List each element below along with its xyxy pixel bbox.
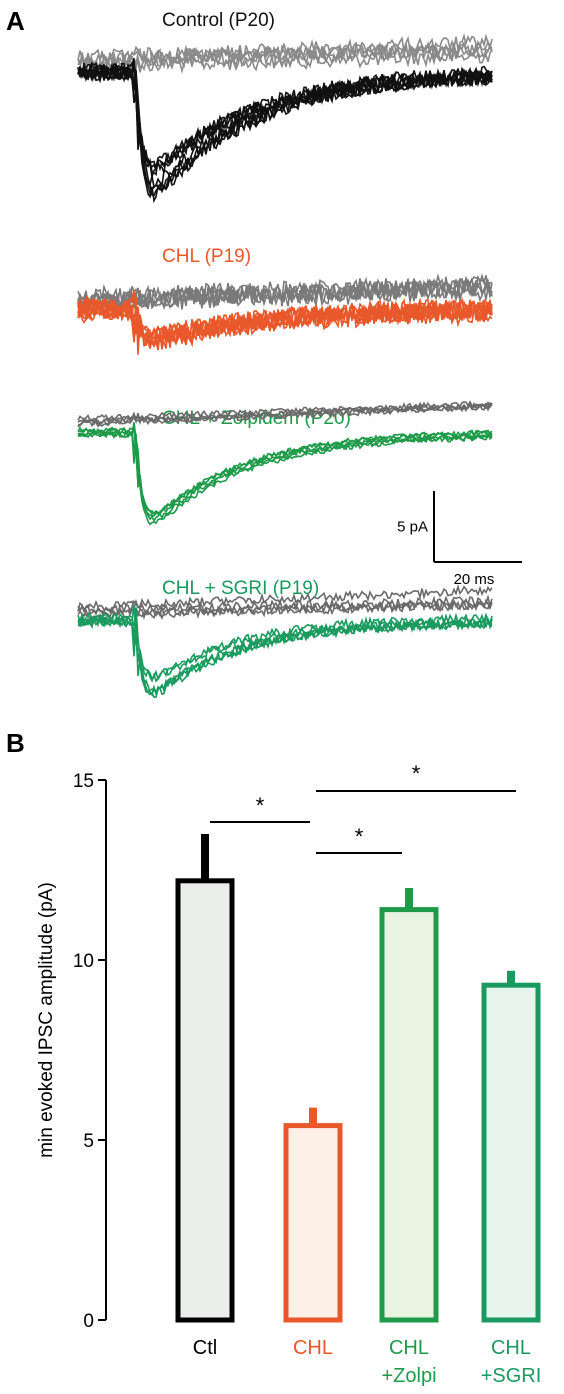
- evoked-sweep: [77, 303, 493, 347]
- failure-sweep: [77, 594, 493, 617]
- significance-star: *: [355, 824, 364, 849]
- error-bar: [507, 970, 515, 986]
- scale-bar: 5 pA 20 ms: [397, 491, 522, 588]
- y-tick-label: 5: [83, 1131, 94, 1152]
- trace-title: CHL + SGRI (P19): [162, 578, 319, 599]
- significance-star: *: [256, 793, 265, 818]
- x-tick-label: CHL: [389, 1337, 429, 1359]
- bar-chart: 0 5 10 15 Ctl CHL CHL +Zolpi CHL +SGRI * * *: [73, 761, 541, 1387]
- x-tick-label-line2: +SGRI: [481, 1365, 542, 1387]
- trace-group: CHL + SGRI (P19): [77, 578, 493, 698]
- scale-bar-x-label: 20 ms: [454, 571, 495, 588]
- evoked-sweep: [77, 64, 493, 190]
- scale-bar-y-label: 5 pA: [397, 519, 428, 536]
- failure-sweep: [77, 33, 493, 65]
- failure-sweep: [77, 400, 493, 422]
- evoked-sweep: [77, 429, 493, 523]
- trace-group: Control (P20): [77, 10, 493, 204]
- x-tick-label: CHL: [293, 1337, 333, 1359]
- evoked-sweep: [77, 299, 493, 350]
- panel-a: A Control (P20) CHL (P19) CHL + Zolpidem (…: [6, 6, 522, 698]
- evoked-sweep: [77, 431, 493, 526]
- failure-sweep: [77, 275, 493, 313]
- trace-group: CHL + Zolpidem (P20): [77, 400, 493, 526]
- traces-layer: Control (P20) CHL (P19) CHL + Zolpidem (P2…: [77, 10, 493, 698]
- significance-star: *: [412, 761, 421, 786]
- x-tick-label: CHL: [491, 1337, 531, 1359]
- x-tick-label-line2: +Zolpi: [381, 1365, 436, 1387]
- evoked-sweep: [77, 296, 493, 355]
- bar: [175, 878, 235, 1323]
- y-axis-title: min evoked IPSC amplitude (pA): [36, 882, 57, 1158]
- evoked-sweep: [77, 63, 493, 197]
- bar: [283, 1123, 343, 1323]
- trace-title: CHL (P19): [162, 246, 251, 267]
- bar: [379, 907, 439, 1323]
- panel-b: B min evoked IPSC amplitude (pA) 0 5 10 15 C…: [6, 728, 541, 1387]
- failure-sweep: [77, 598, 493, 619]
- bar: [481, 982, 541, 1323]
- y-tick-label: 10: [73, 951, 94, 972]
- error-bar: [201, 834, 209, 881]
- trace-title: Control (P20): [162, 10, 275, 31]
- error-bar: [309, 1107, 317, 1126]
- evoked-sweep: [77, 607, 493, 694]
- evoked-sweep: [77, 60, 493, 176]
- error-bar: [405, 888, 413, 910]
- y-tick-label: 15: [73, 771, 94, 792]
- evoked-sweep: [77, 614, 493, 682]
- panel-a-label: A: [6, 6, 25, 36]
- evoked-sweep: [77, 426, 493, 515]
- x-tick-label: Ctl: [193, 1337, 217, 1359]
- failure-sweep: [77, 273, 493, 307]
- failure-sweep: [77, 584, 493, 612]
- y-tick-label: 0: [83, 1311, 94, 1332]
- trace-group: CHL (P19): [77, 246, 493, 355]
- panel-b-label: B: [6, 728, 25, 758]
- failure-sweep: [77, 401, 493, 427]
